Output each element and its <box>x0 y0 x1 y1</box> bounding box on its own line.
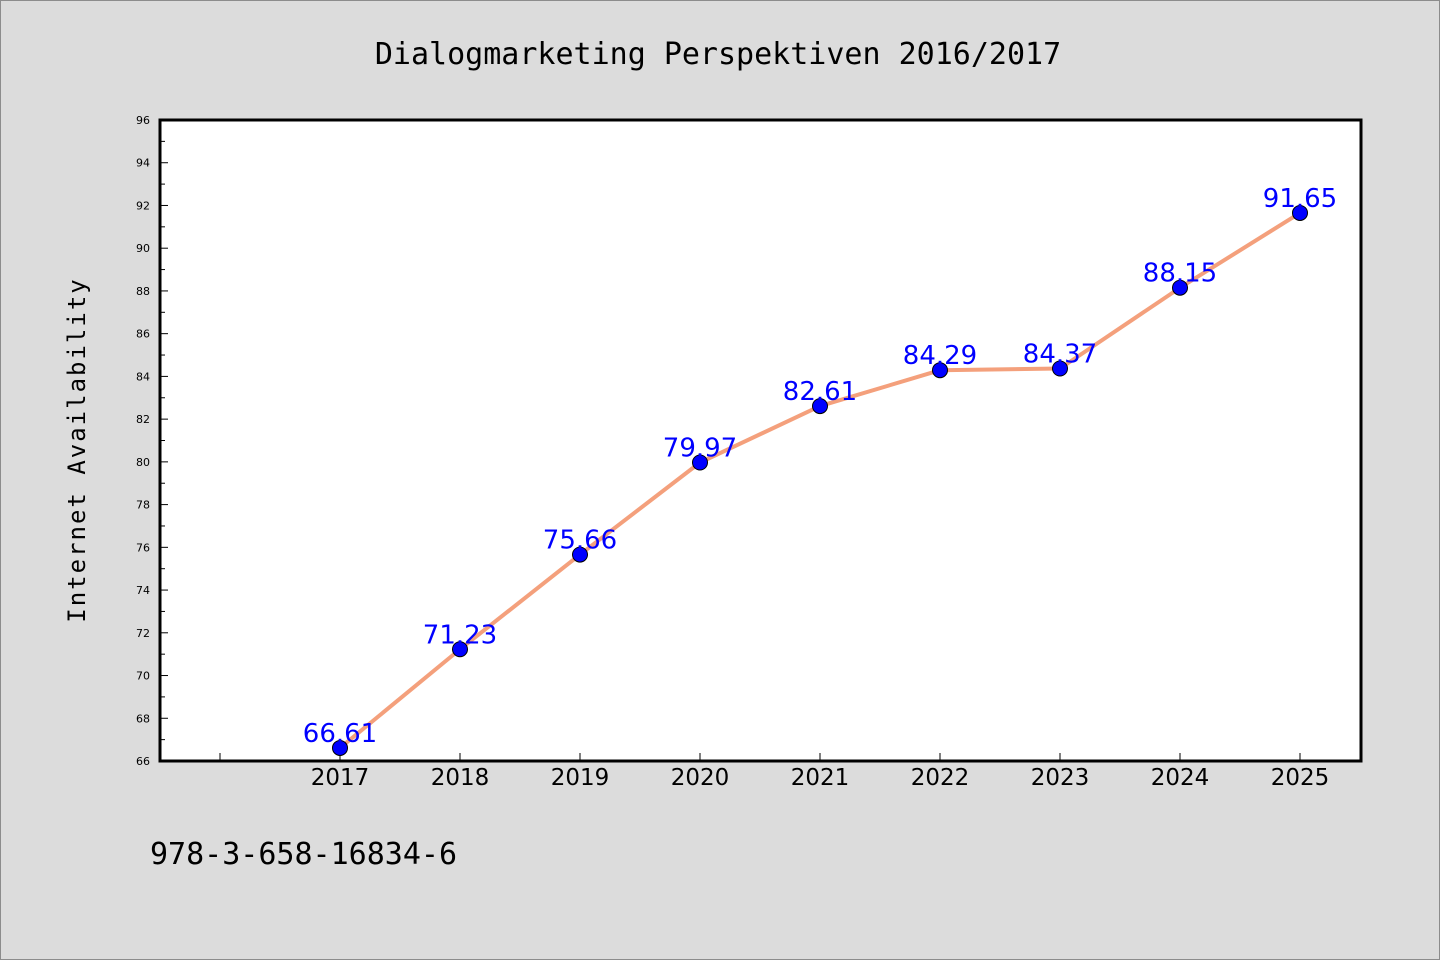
x-tick-label: 2024 <box>1151 765 1210 791</box>
data-label: 84.37 <box>1023 339 1097 369</box>
data-label: 66.61 <box>303 719 377 749</box>
y-tick-label: 74 <box>136 584 150 597</box>
y-tick-label: 88 <box>136 285 150 298</box>
y-tick-label: 84 <box>136 370 150 383</box>
y-tick-label: 82 <box>136 413 150 426</box>
data-label: 82.61 <box>783 377 857 407</box>
data-point <box>572 546 588 563</box>
y-tick-label: 68 <box>136 712 150 725</box>
y-axis-label: Internet Availability <box>63 277 91 622</box>
data-point <box>692 454 708 471</box>
data-label: 84.29 <box>903 341 977 371</box>
x-tick-label: 2020 <box>671 765 730 791</box>
x-tick-label: 2025 <box>1271 765 1330 791</box>
axes-group: 66 68 70 72 74 76 78 80 82 84 86 88 90 92 94 96 2017 2018… <box>136 114 1329 791</box>
y-tick-label: 80 <box>136 456 150 469</box>
data-label: 75.66 <box>543 526 617 556</box>
x-tick-label: 2022 <box>911 765 970 791</box>
x-tick-label: 2021 <box>791 765 850 791</box>
y-tick-label: 72 <box>136 627 150 640</box>
data-point <box>1292 204 1308 221</box>
y-tick-label: 70 <box>136 670 150 683</box>
plot-area <box>158 118 1363 763</box>
data-point <box>932 362 948 379</box>
y-tick-label: 66 <box>136 755 150 768</box>
x-tick-label: 2018 <box>431 765 490 791</box>
data-label: 91.65 <box>1263 184 1337 214</box>
data-label: 71.23 <box>423 620 497 650</box>
data-label: 79.97 <box>663 434 737 464</box>
y-tick-label: 86 <box>136 328 150 341</box>
data-point <box>1172 279 1188 296</box>
data-labels-group: 66.61 71.23 75.66 79.97 82.61 84.29 84.37 88.15… <box>303 184 1337 749</box>
markers-group <box>332 204 1308 756</box>
y-tick-label: 90 <box>136 242 150 255</box>
x-tick-label: 2019 <box>551 765 610 791</box>
data-label: 88.15 <box>1143 259 1217 289</box>
data-point <box>452 641 468 658</box>
y-tick-label: 78 <box>136 499 150 512</box>
y-tick-label: 76 <box>136 541 150 554</box>
x-tick-label: 2017 <box>311 765 370 791</box>
y-tick-label: 92 <box>136 199 150 212</box>
y-tick-label: 96 <box>136 114 150 127</box>
data-point <box>812 398 828 415</box>
data-point <box>332 739 348 756</box>
chart-title: Dialogmarketing Perspektiven 2016/2017 <box>375 37 1061 72</box>
x-tick-label: 2023 <box>1031 765 1090 791</box>
data-point <box>1052 360 1068 377</box>
isbn-text: 978-3-658-16834-6 <box>150 837 457 872</box>
y-tick-label: 94 <box>136 157 150 170</box>
